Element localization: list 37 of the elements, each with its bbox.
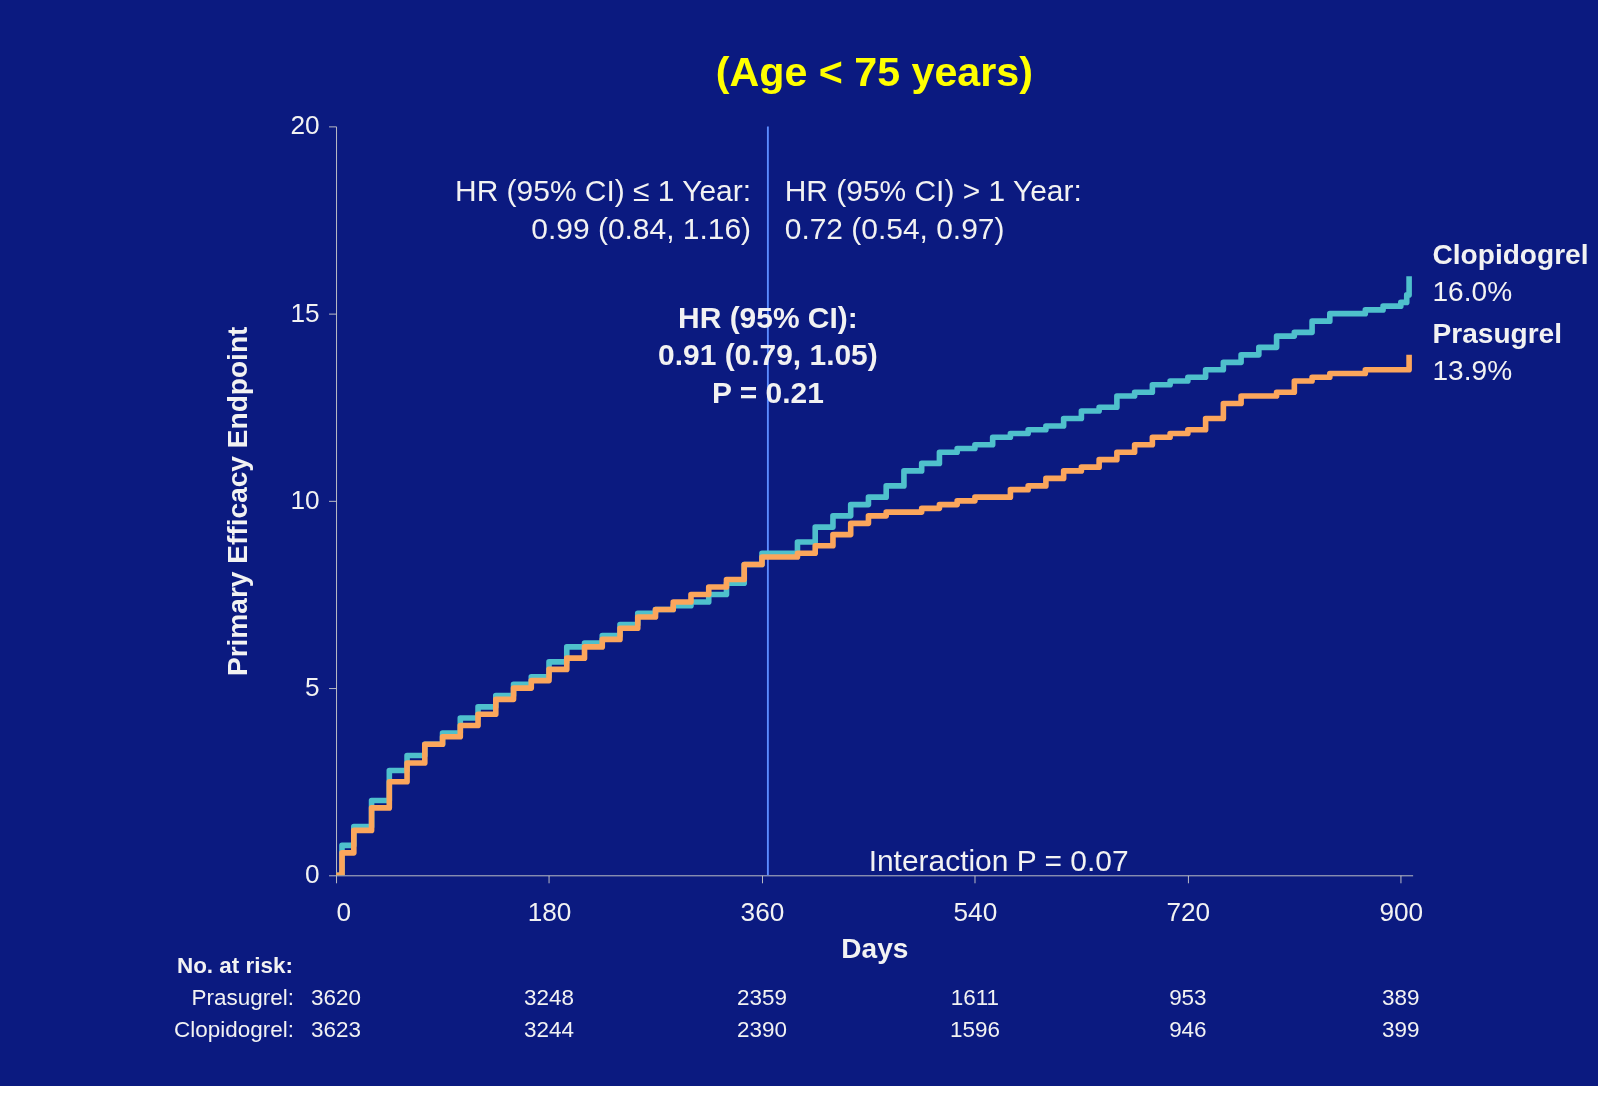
text: 3620: [311, 985, 362, 1011]
x-tick-label: 540: [953, 896, 998, 927]
text: 399: [1382, 1017, 1420, 1043]
x-tick-label: 720: [1166, 896, 1211, 927]
text: 1611: [950, 985, 1000, 1011]
text: 3244: [524, 1017, 574, 1043]
series-label: Prasugrel: [1432, 317, 1563, 349]
text: 2359: [736, 985, 787, 1011]
text: 2390: [736, 1017, 787, 1043]
data-label: 13.9%: [1432, 355, 1513, 387]
annotation: HR (95% CI) > 1 Year: 0.72 (0.54, 0.97): [784, 174, 1082, 245]
y-axis-title: Primary Efficacy Endpoint: [222, 326, 254, 677]
chart-title: (Age < 75 years): [715, 49, 1033, 96]
y-tick-label: 0: [305, 859, 320, 890]
text: 946: [1169, 1017, 1207, 1043]
text: 389: [1382, 985, 1420, 1011]
annotation: HR (95% CI): 0.91 (0.79, 1.05) P = 0.21: [658, 300, 878, 409]
x-tick-label: 180: [527, 896, 572, 927]
text: 953: [1169, 985, 1207, 1011]
text: Clopidogrel:: [174, 1017, 294, 1043]
y-tick-label: 20: [290, 110, 320, 141]
x-tick-label: 900: [1379, 896, 1424, 927]
y-tick-label: 15: [290, 297, 320, 328]
x-axis-title: Days: [841, 933, 909, 965]
annotation: HR (95% CI) ≤ 1 Year: 0.99 (0.84, 1.16): [455, 174, 752, 245]
x-tick-label: 360: [740, 896, 785, 927]
text: 1596: [949, 1017, 1000, 1043]
text: No. at risk:: [176, 952, 293, 978]
x-tick-label: 0: [336, 896, 352, 927]
text: 3623: [311, 1017, 362, 1043]
series-label: Clopidogrel: [1432, 239, 1589, 271]
text: Prasugrel:: [191, 985, 294, 1011]
y-tick-label: 10: [290, 484, 320, 515]
text: 3248: [524, 985, 574, 1011]
y-tick-label: 5: [305, 672, 320, 703]
data-label: 16.0%: [1432, 276, 1513, 308]
annotation: Interaction P = 0.07: [868, 843, 1129, 877]
